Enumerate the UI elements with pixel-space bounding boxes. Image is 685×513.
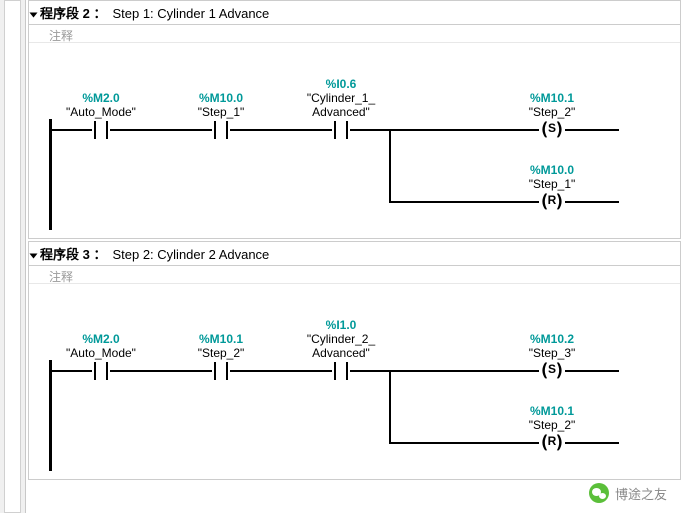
coil-label: %M10.1"Step_2"	[497, 404, 607, 432]
network-comment[interactable]: 注释	[29, 25, 680, 43]
no-contact[interactable]	[329, 362, 353, 380]
tag-symbol: "Step_3"	[497, 346, 607, 360]
watermark-text: 博途之友	[615, 484, 667, 503]
coil-label: %M10.0"Step_1"	[497, 163, 607, 191]
coil-r[interactable]: ()R	[539, 193, 565, 211]
wire	[389, 370, 391, 442]
contact-label: %I1.0"Cylinder_2_ Advanced"	[286, 318, 396, 360]
tag-address: %M10.0	[497, 163, 607, 177]
no-contact[interactable]	[89, 362, 113, 380]
contact-label: %M2.0"Auto_Mode"	[46, 91, 156, 119]
tag-address: %I1.0	[286, 318, 396, 332]
coil-letter: R	[539, 434, 565, 448]
tag-address: %M10.1	[166, 332, 276, 346]
collapse-icon[interactable]	[30, 253, 38, 258]
network-comment[interactable]: 注释	[29, 266, 680, 284]
wire	[389, 442, 619, 444]
collapse-icon[interactable]	[30, 12, 38, 17]
no-contact[interactable]	[209, 121, 233, 139]
coil-label: %M10.1"Step_2"	[497, 91, 607, 119]
tag-symbol: "Cylinder_1_ Advanced"	[286, 91, 396, 119]
network-header[interactable]: 程序段 3 ： Step 2: Cylinder 2 Advance	[29, 242, 680, 266]
tag-symbol: "Step_2"	[497, 418, 607, 432]
network-header[interactable]: 程序段 2 ： Step 1: Cylinder 1 Advance	[29, 1, 680, 25]
network-label: 程序段 2 ：	[40, 6, 106, 21]
contact-label: %I0.6"Cylinder_1_ Advanced"	[286, 77, 396, 119]
contact-label: %M2.0"Auto_Mode"	[46, 332, 156, 360]
coil-letter: S	[539, 362, 565, 376]
coil-letter: R	[539, 193, 565, 207]
no-contact[interactable]	[89, 121, 113, 139]
coil-label: %M10.2"Step_3"	[497, 332, 607, 360]
contact-label: %M10.1"Step_2"	[166, 332, 276, 360]
watermark: 博途之友	[589, 483, 667, 503]
coil-r[interactable]: ()R	[539, 434, 565, 452]
tag-address: %M10.2	[497, 332, 607, 346]
tag-symbol: "Auto_Mode"	[46, 346, 156, 360]
tag-address: %M10.0	[166, 91, 276, 105]
power-rail	[49, 360, 52, 471]
no-contact[interactable]	[329, 121, 353, 139]
tag-address: %M10.1	[497, 404, 607, 418]
coil-s[interactable]: ()S	[539, 121, 565, 139]
network-title: Step 1: Cylinder 1 Advance	[112, 6, 269, 21]
tag-symbol: "Cylinder_2_ Advanced"	[286, 332, 396, 360]
no-contact[interactable]	[209, 362, 233, 380]
wire	[389, 129, 391, 201]
tag-symbol: "Step_2"	[497, 105, 607, 119]
contact-label: %M10.0"Step_1"	[166, 91, 276, 119]
tag-address: %I0.6	[286, 77, 396, 91]
tag-symbol: "Step_2"	[166, 346, 276, 360]
tag-symbol: "Step_1"	[166, 105, 276, 119]
coil-letter: S	[539, 121, 565, 135]
network-2: 程序段 3 ： Step 2: Cylinder 2 Advance 注释 %M2.0…	[28, 241, 681, 480]
wechat-icon	[589, 483, 609, 503]
network-label: 程序段 3 ：	[40, 247, 106, 262]
tag-address: %M2.0	[46, 332, 156, 346]
network-1: 程序段 2 ： Step 1: Cylinder 1 Advance 注释 %M2.0…	[28, 0, 681, 239]
network-title: Step 2: Cylinder 2 Advance	[112, 247, 269, 262]
tag-symbol: "Auto_Mode"	[46, 105, 156, 119]
coil-s[interactable]: ()S	[539, 362, 565, 380]
ladder-diagram: %M2.0"Auto_Mode"%M10.0"Step_1"%I0.6"Cyli…	[29, 43, 680, 238]
tag-address: %M10.1	[497, 91, 607, 105]
power-rail	[49, 119, 52, 230]
ladder-diagram: %M2.0"Auto_Mode"%M10.1"Step_2"%I1.0"Cyli…	[29, 284, 680, 479]
wire	[389, 201, 619, 203]
tag-symbol: "Step_1"	[497, 177, 607, 191]
tag-address: %M2.0	[46, 91, 156, 105]
left-gutter	[0, 0, 26, 513]
